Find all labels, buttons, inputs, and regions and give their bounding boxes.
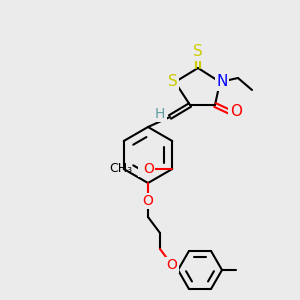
Text: O: O [230, 104, 242, 119]
Text: O: O [142, 194, 153, 208]
Text: O: O [140, 162, 151, 176]
Text: H: H [155, 107, 165, 121]
Text: O: O [167, 258, 177, 272]
Text: CH₃: CH₃ [109, 163, 132, 176]
Text: O: O [143, 162, 154, 176]
Text: S: S [168, 74, 178, 89]
Text: S: S [193, 44, 203, 59]
Text: N: N [216, 74, 228, 89]
